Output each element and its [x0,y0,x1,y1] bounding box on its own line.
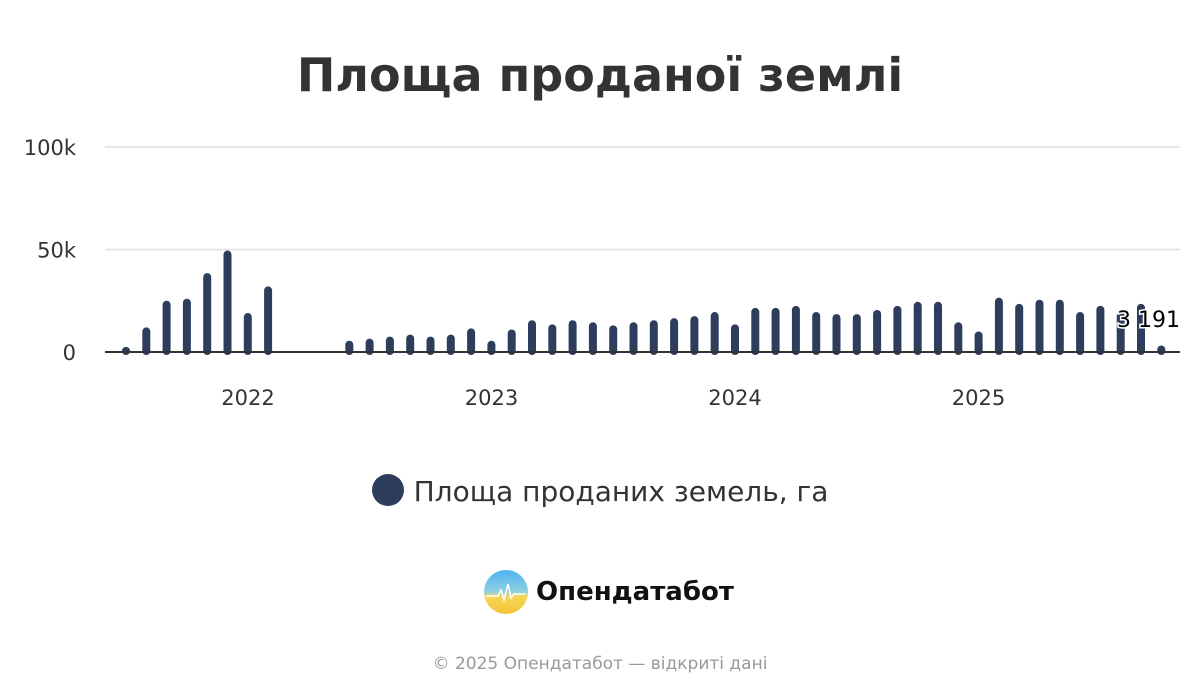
bar [122,346,130,355]
y-tick-label: 100k [24,136,77,160]
bar [1015,303,1024,355]
bar [629,322,638,355]
bar [649,320,658,355]
bar [609,325,618,355]
bar [873,309,882,355]
bar [548,324,557,355]
bar [1076,312,1085,355]
bar [974,331,983,355]
bar [852,314,861,355]
bar [731,324,739,355]
bar [751,307,760,355]
bar [1137,303,1145,355]
bar [1157,345,1166,355]
bar [568,320,577,355]
bar [446,334,455,355]
legend-label: Площа проданих земель, га [413,475,829,508]
bar [791,305,800,355]
bar [528,320,536,355]
bar [994,297,1003,355]
bar [507,329,516,355]
bar [588,322,597,355]
bar [771,307,780,355]
bar [385,336,394,355]
chart-title: Площа проданої землі [296,48,904,102]
bar [670,318,679,355]
bar [832,314,841,355]
bar [710,312,719,355]
data-label: 3 191 [1117,308,1180,333]
logo-icon [484,570,528,614]
x-tick-label: 2024 [708,386,761,410]
legend[interactable]: Площа проданих земель, га [0,474,1200,508]
legend-marker [371,474,404,506]
y-tick-label: 50k [37,239,77,263]
bar [142,327,151,355]
bar [1116,312,1125,355]
bar [365,338,374,355]
x-tick-label: 2023 [465,386,518,410]
x-tick-label: 2022 [221,386,274,410]
y-tick-label: 0 [63,341,76,365]
bar [913,301,922,355]
bar [223,250,232,355]
bar [1096,305,1105,355]
bar [203,273,212,355]
bar [812,312,821,355]
brand-logo: Опендатабот [484,570,734,614]
bar [893,305,902,355]
bar [426,336,435,355]
bar [182,298,191,355]
bar [1035,299,1044,355]
brand-name: Опендатабот [536,577,734,607]
bar [162,300,171,355]
bar [243,313,252,355]
bar [934,301,942,355]
bar [264,286,273,355]
footer-copyright: © 2025 Опендатабот — відкриті дані [432,654,768,674]
bar [954,322,963,355]
bar [690,316,699,355]
bar [467,328,476,355]
x-tick-label: 2025 [952,386,1005,410]
bar [1055,299,1064,355]
bar [406,334,415,355]
bar-chart: 0 50k 100k 2022 2023 2024 2025 3 191 [24,136,1182,410]
